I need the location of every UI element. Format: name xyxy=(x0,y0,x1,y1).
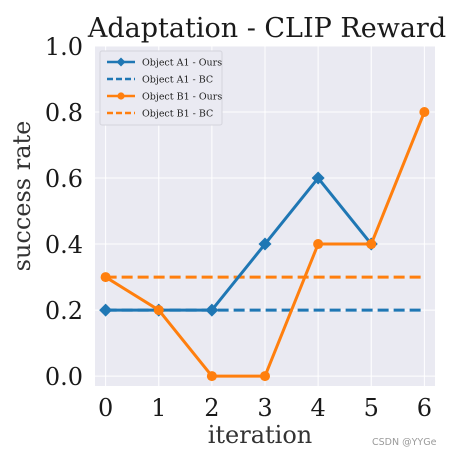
data-point-diamond xyxy=(99,303,113,317)
x-tick-label: 0 xyxy=(98,394,113,422)
legend-entry-0: Object A1 - Ours xyxy=(142,58,222,69)
data-point-circle xyxy=(153,305,164,316)
data-point-circle xyxy=(313,239,324,250)
y-tick-label: 0.0 xyxy=(45,363,83,391)
y-tick-label: 1.0 xyxy=(45,33,83,61)
data-point-circle xyxy=(206,371,217,382)
legend-marker-diamond xyxy=(116,57,126,67)
x-tick-label: 4 xyxy=(310,394,325,422)
data-point-circle xyxy=(419,107,430,118)
x-tick-label: 6 xyxy=(417,394,432,422)
legend: Object A1 - Ours Object A1 - BC Object B1 … xyxy=(99,50,223,126)
y-tick-labels: 0.0 0.2 0.4 0.6 0.8 1.0 xyxy=(45,33,83,391)
legend-entry-2: Object B1 - Ours xyxy=(142,92,222,103)
data-point-circle xyxy=(366,239,377,250)
data-point-diamond xyxy=(311,171,325,185)
series-layer xyxy=(99,107,430,382)
y-tick-label: 0.2 xyxy=(45,297,83,325)
y-tick-label: 0.4 xyxy=(45,231,83,259)
y-tick-label: 0.8 xyxy=(45,99,83,127)
legend-marker-circle xyxy=(117,92,125,100)
legend-entry-3: Object B1 - BC xyxy=(142,109,213,120)
data-point-diamond xyxy=(205,303,219,317)
y-tick-label: 0.6 xyxy=(45,165,83,193)
x-tick-label: 3 xyxy=(257,394,272,422)
x-tick-label: 2 xyxy=(204,394,219,422)
data-point-diamond xyxy=(258,237,272,251)
x-axis-label: iteration xyxy=(208,421,313,449)
chart-title: Adaptation - CLIP Reward xyxy=(87,13,446,44)
watermark: CSDN @YYGe xyxy=(372,437,437,448)
x-tick-label: 1 xyxy=(151,394,166,422)
legend-box xyxy=(99,50,223,126)
x-tick-label: 5 xyxy=(364,394,379,422)
series-line-0 xyxy=(105,176,373,312)
data-point-circle xyxy=(100,272,111,283)
data-point-circle xyxy=(260,371,270,382)
x-tick-labels: 0 1 2 3 4 5 6 xyxy=(98,394,432,422)
legend-entry-1: Object A1 - BC xyxy=(142,75,213,86)
y-axis-label: success rate xyxy=(8,121,36,272)
